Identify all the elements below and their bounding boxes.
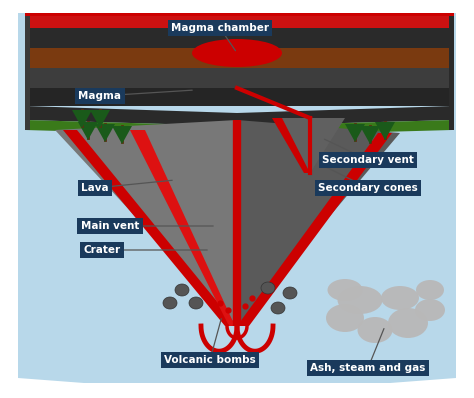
Ellipse shape xyxy=(163,297,177,309)
Polygon shape xyxy=(78,122,98,140)
Text: Crater: Crater xyxy=(83,245,120,255)
Polygon shape xyxy=(375,122,395,140)
Polygon shape xyxy=(18,13,456,383)
Ellipse shape xyxy=(189,297,203,309)
Polygon shape xyxy=(63,130,237,326)
Ellipse shape xyxy=(261,282,275,294)
Polygon shape xyxy=(275,118,345,173)
Ellipse shape xyxy=(192,39,282,67)
Polygon shape xyxy=(25,13,30,130)
Polygon shape xyxy=(112,126,132,144)
Polygon shape xyxy=(25,106,237,126)
Polygon shape xyxy=(360,126,380,144)
Text: Ash, steam and gas: Ash, steam and gas xyxy=(310,363,426,373)
Text: Secondary cones: Secondary cones xyxy=(318,183,418,193)
Polygon shape xyxy=(25,13,237,28)
Polygon shape xyxy=(25,68,237,88)
Polygon shape xyxy=(237,68,452,88)
Ellipse shape xyxy=(175,284,189,296)
Polygon shape xyxy=(272,118,310,173)
Ellipse shape xyxy=(326,304,364,332)
Text: Magma chamber: Magma chamber xyxy=(171,23,269,33)
Polygon shape xyxy=(25,28,237,48)
Polygon shape xyxy=(237,120,452,136)
Ellipse shape xyxy=(415,299,445,321)
Polygon shape xyxy=(237,88,452,106)
Polygon shape xyxy=(72,110,92,128)
Polygon shape xyxy=(95,124,115,142)
Polygon shape xyxy=(237,13,452,28)
Ellipse shape xyxy=(357,317,392,343)
Polygon shape xyxy=(345,124,365,142)
Ellipse shape xyxy=(328,279,363,301)
Polygon shape xyxy=(449,13,454,130)
Ellipse shape xyxy=(388,308,428,338)
Ellipse shape xyxy=(337,286,383,314)
Polygon shape xyxy=(237,120,400,326)
Polygon shape xyxy=(25,88,237,106)
Polygon shape xyxy=(25,13,454,16)
Ellipse shape xyxy=(381,286,419,310)
Polygon shape xyxy=(55,120,237,326)
Ellipse shape xyxy=(283,287,297,299)
Text: Volcanic bombs: Volcanic bombs xyxy=(164,355,256,365)
Text: Lava: Lava xyxy=(81,183,109,193)
Polygon shape xyxy=(130,130,235,326)
Polygon shape xyxy=(237,106,452,126)
Text: Magma: Magma xyxy=(79,91,121,101)
Polygon shape xyxy=(25,120,237,136)
Ellipse shape xyxy=(271,302,285,314)
Polygon shape xyxy=(237,133,392,326)
Polygon shape xyxy=(237,28,452,48)
Text: Secondary vent: Secondary vent xyxy=(322,155,414,165)
Polygon shape xyxy=(25,48,237,68)
Ellipse shape xyxy=(416,280,444,300)
Polygon shape xyxy=(237,48,452,68)
Text: Main vent: Main vent xyxy=(81,221,139,231)
Polygon shape xyxy=(90,110,110,128)
